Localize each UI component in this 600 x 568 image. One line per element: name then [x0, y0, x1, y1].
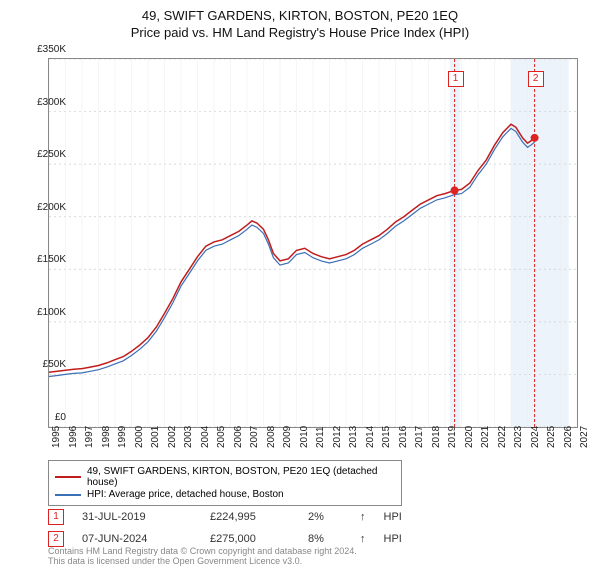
y-axis-label: £100K [24, 307, 66, 318]
price-row-date: 07-JUN-2024 [82, 533, 192, 545]
arrow-up-icon: ↑ [360, 533, 366, 545]
price-row-date: 31-JUL-2019 [82, 511, 192, 523]
legend-label-red: 49, SWIFT GARDENS, KIRTON, BOSTON, PE20 … [87, 466, 395, 488]
x-axis-label: 2011 [315, 426, 326, 448]
x-axis-label: 2010 [299, 426, 310, 448]
x-axis-label: 2016 [398, 426, 409, 448]
x-axis-label: 2027 [579, 426, 590, 448]
price-row-marker: 2 [48, 531, 64, 547]
x-axis-label: 2007 [249, 426, 260, 448]
y-axis-label: £150K [24, 254, 66, 265]
x-axis-label: 2013 [348, 426, 359, 448]
title-address: 49, SWIFT GARDENS, KIRTON, BOSTON, PE20 … [0, 8, 600, 23]
x-axis-label: 1996 [68, 426, 79, 448]
chart-marker-2: 2 [528, 71, 544, 87]
x-axis-label: 2020 [464, 426, 475, 448]
legend-swatch-blue [55, 494, 81, 496]
plot-svg [49, 59, 577, 427]
price-row-marker: 1 [48, 509, 64, 525]
x-axis-label: 2025 [546, 426, 557, 448]
x-axis-label: 2003 [183, 426, 194, 448]
x-axis-label: 2026 [563, 426, 574, 448]
x-axis-label: 2001 [150, 426, 161, 448]
legend: 49, SWIFT GARDENS, KIRTON, BOSTON, PE20 … [48, 460, 402, 506]
price-rows: 1 31-JUL-2019 £224,995 2% ↑ HPI 2 07-JUN-2024 £2… [48, 503, 578, 547]
footnote: Contains HM Land Registry data © Crown c… [48, 546, 357, 567]
x-axis-label: 2009 [282, 426, 293, 448]
price-row-pct: 8% [308, 533, 342, 545]
x-axis-label: 2021 [480, 426, 491, 448]
legend-row: 49, SWIFT GARDENS, KIRTON, BOSTON, PE20 … [55, 466, 395, 488]
arrow-up-icon: ↑ [360, 511, 366, 523]
x-axis-label: 2014 [365, 426, 376, 448]
x-axis-label: 2005 [216, 426, 227, 448]
legend-label-blue: HPI: Average price, detached house, Bost… [87, 489, 284, 500]
x-axis-label: 2023 [513, 426, 524, 448]
y-axis-label: £300K [24, 97, 66, 108]
x-axis-label: 1995 [51, 426, 62, 448]
y-axis-label: £50K [24, 359, 66, 370]
legend-row: HPI: Average price, detached house, Bost… [55, 489, 395, 500]
x-axis-label: 2017 [414, 426, 425, 448]
x-axis-label: 2006 [233, 426, 244, 448]
x-axis-label: 2024 [530, 426, 541, 448]
x-axis-label: 2012 [332, 426, 343, 448]
x-axis-label: 1998 [101, 426, 112, 448]
y-axis-label: £350K [24, 44, 66, 55]
price-row-hpi: HPI [384, 533, 424, 545]
chart-area: 12 [48, 58, 578, 428]
x-axis-label: 2002 [167, 426, 178, 448]
x-axis-label: 2015 [381, 426, 392, 448]
footnote-line1: Contains HM Land Registry data © Crown c… [48, 546, 357, 556]
legend-swatch-red [55, 476, 81, 478]
chart-marker-1: 1 [448, 71, 464, 87]
y-axis-label: £200K [24, 202, 66, 213]
price-row: 2 07-JUN-2024 £275,000 8% ↑ HPI [48, 531, 578, 547]
price-row-price: £275,000 [210, 533, 290, 545]
y-axis-label: £250K [24, 149, 66, 160]
x-axis-label: 1999 [117, 426, 128, 448]
x-axis-label: 2022 [497, 426, 508, 448]
footnote-line2: This data is licensed under the Open Gov… [48, 556, 302, 566]
x-axis-label: 2008 [266, 426, 277, 448]
x-axis-label: 2019 [447, 426, 458, 448]
price-row-hpi: HPI [384, 511, 424, 523]
title-subtitle: Price paid vs. HM Land Registry's House … [0, 25, 600, 40]
x-axis-label: 1997 [84, 426, 95, 448]
price-row-price: £224,995 [210, 511, 290, 523]
y-axis-label: £0 [24, 412, 66, 423]
price-row-pct: 2% [308, 511, 342, 523]
x-axis-label: 2000 [134, 426, 145, 448]
x-axis-label: 2004 [200, 426, 211, 448]
x-axis-label: 2018 [431, 426, 442, 448]
chart-container: 49, SWIFT GARDENS, KIRTON, BOSTON, PE20 … [0, 8, 600, 568]
price-row: 1 31-JUL-2019 £224,995 2% ↑ HPI [48, 509, 578, 525]
